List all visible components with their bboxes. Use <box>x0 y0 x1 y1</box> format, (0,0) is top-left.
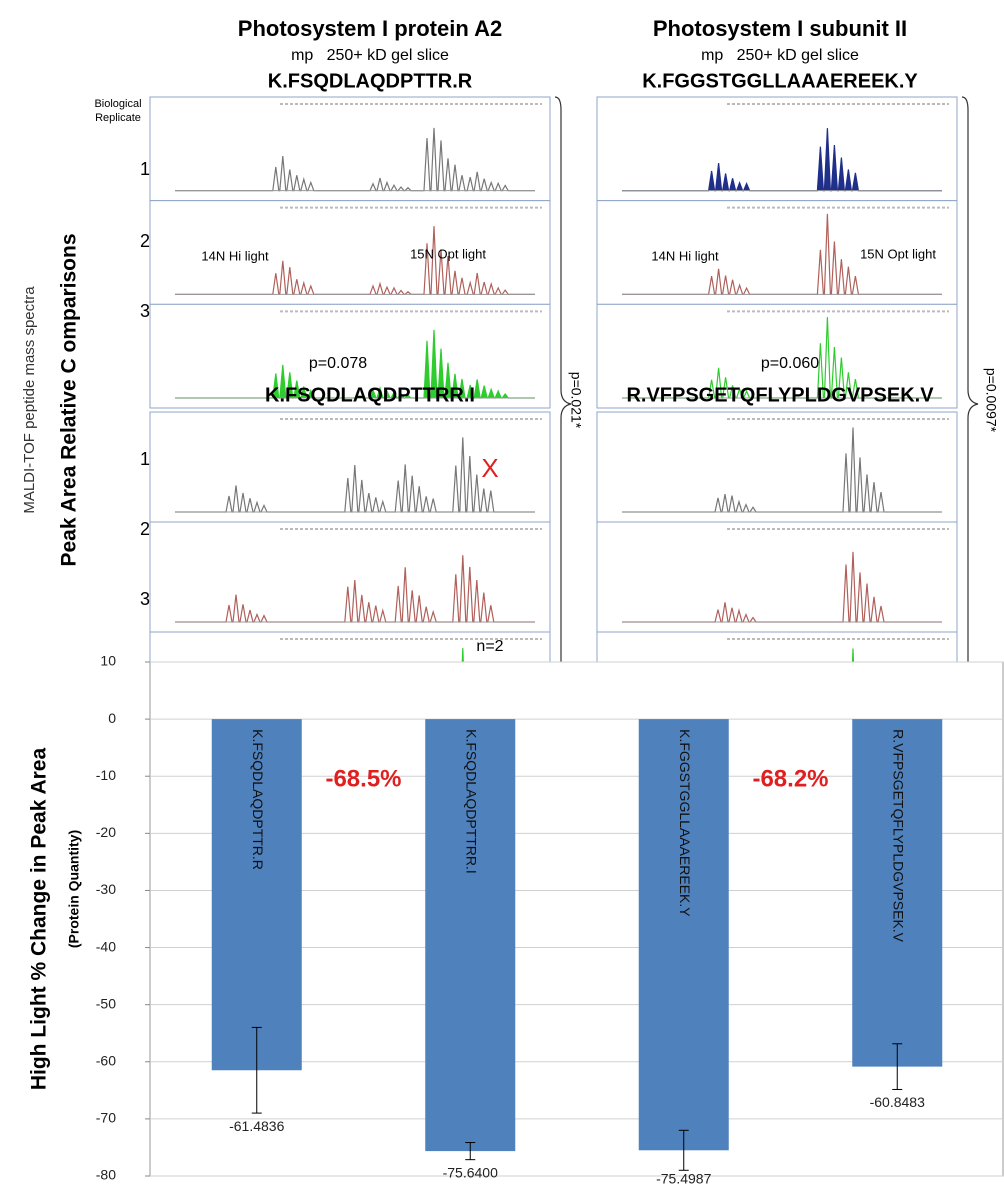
spectrum-panel <box>597 97 957 201</box>
protein-title: Photosystem I subunit II <box>653 16 907 41</box>
peptide-title: K.FSQDLAQDPTTRR.I <box>265 384 475 406</box>
value-label: -75.6400 <box>443 1164 498 1180</box>
protein-title: Photosystem I protein A2 <box>238 16 502 41</box>
annotation: -68.2% <box>752 765 828 792</box>
opt-label: 15N Opt light <box>410 246 486 261</box>
light-label: 14N Hi light <box>651 248 719 263</box>
figure: MALDI-TOF peptide mass spectra Peak Area … <box>0 0 1004 1188</box>
spectrum-panel <box>597 412 957 522</box>
bracket <box>962 97 978 743</box>
axis-subtitle: Peak Area Relative C omparisons <box>58 233 81 566</box>
peptide-title: K.FSQDLAQDPTTR.R <box>268 70 473 92</box>
replicate-number: 3 <box>140 589 150 609</box>
axis-title: MALDI-TOF peptide mass spectra <box>21 286 38 514</box>
y-tick-label: -80 <box>96 1167 116 1183</box>
category-label: K.FSQDLAQDPTTR.R <box>250 729 266 870</box>
value-label: -61.4836 <box>229 1118 284 1134</box>
replicate-number: 3 <box>140 301 150 321</box>
category-label: K.FSQDLAQDPTTRR.I <box>464 729 480 874</box>
y-tick-label: -20 <box>96 824 116 840</box>
bracket-p-value: p=0.021* <box>568 372 584 429</box>
category-label: R.VFPSGETQFLYPLDGVPSEK.V <box>891 729 907 943</box>
y-tick-label: -70 <box>96 1110 116 1126</box>
note: n=2 <box>476 638 503 655</box>
peptide-title: R.VFPSGETQFLYPLDGVPSEK.V <box>626 384 934 406</box>
y-axis-title: High Light % Change in Peak Area <box>28 748 51 1091</box>
exclusion-mark: X <box>481 453 498 483</box>
y-tick-label: -30 <box>96 881 116 897</box>
p-value: p=0.078 <box>309 355 367 372</box>
replicate-number: 2 <box>140 231 150 251</box>
light-label: 14N Hi light <box>201 248 269 263</box>
y-axis-subtitle: (Protein Quantity) <box>66 830 82 948</box>
protein-subtitle: mp 250+ kD gel slice <box>701 47 859 64</box>
y-tick-label: -10 <box>96 767 116 783</box>
y-tick-label: 0 <box>108 710 116 726</box>
peptide-title: K.FGGSTGGLLAAAEREEK.Y <box>642 70 918 92</box>
replicate-number: 1 <box>140 159 150 179</box>
y-tick-label: -40 <box>96 938 116 954</box>
y-tick-label: 10 <box>100 653 116 669</box>
protein-subtitle: mp 250+ kD gel slice <box>291 47 449 64</box>
bracket-p-value: p=0.0097* <box>983 368 999 433</box>
p-value: p=0.060 <box>761 355 819 372</box>
opt-label: 15N Opt light <box>860 246 936 261</box>
y-tick-label: -50 <box>96 995 116 1011</box>
value-label: -75.4987 <box>656 1171 711 1187</box>
y-tick-label: -60 <box>96 1052 116 1068</box>
value-label: -60.8483 <box>870 1094 925 1110</box>
replicate-number: 1 <box>140 449 150 469</box>
category-label: K.FGGSTGGLLAAAEREEK.Y <box>677 729 693 917</box>
spectrum-panel <box>597 522 957 632</box>
replicate-number: 2 <box>140 519 150 539</box>
annotation: -68.5% <box>325 765 401 792</box>
